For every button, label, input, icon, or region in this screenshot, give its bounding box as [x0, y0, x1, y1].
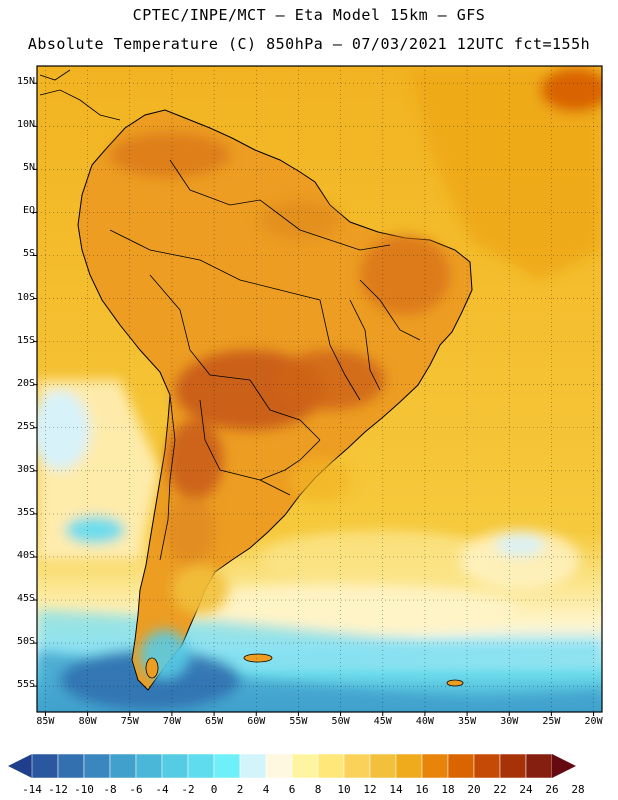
lon-label: 20W — [584, 716, 603, 727]
lat-label: 15N — [16, 76, 35, 88]
lat-label: 55S — [16, 679, 35, 691]
colorbar-label: 16 — [415, 783, 429, 796]
colorbar-swatch — [239, 753, 267, 779]
colorbar-swatch — [161, 753, 189, 779]
lat-label: 5S — [22, 248, 35, 260]
colorbar — [8, 753, 576, 779]
colorbar-swatch — [187, 753, 215, 779]
colorbar-swatch — [447, 753, 475, 779]
header-title: CPTEC/INPE/MCT – Eta Model 15km – GFS — [132, 6, 486, 24]
lon-label: 85W — [36, 716, 55, 727]
colorbar-swatch — [291, 753, 319, 779]
colorbar-swatch — [31, 753, 59, 779]
lat-label: EQ — [22, 205, 35, 217]
lon-label: 45W — [373, 716, 392, 727]
colorbar-swatch — [213, 753, 241, 779]
colorbar-label: 0 — [210, 783, 218, 796]
temperature-field — [37, 66, 602, 712]
lat-label: 5N — [22, 162, 35, 174]
colorbar-swatch — [473, 753, 501, 779]
colorbar-swatch — [265, 753, 293, 779]
colorbar-label: 8 — [314, 783, 322, 796]
lon-label: 70W — [162, 716, 181, 727]
lon-label: 25W — [542, 716, 561, 727]
lat-label: 10S — [16, 291, 35, 303]
header-subtitle: Absolute Temperature (C) 850hPa – 07/03/… — [27, 35, 591, 53]
colorbar-label: -8 — [103, 783, 117, 796]
colorbar-swatch — [421, 753, 449, 779]
colorbar-swatch — [83, 753, 111, 779]
colorbar-label: 12 — [363, 783, 377, 796]
lat-label: 40S — [16, 549, 35, 561]
colorbar-label: -6 — [129, 783, 143, 796]
colorbar-arrow-low — [8, 754, 32, 778]
colorbar-label: 28 — [571, 783, 585, 796]
colorbar-swatch — [369, 753, 397, 779]
colorbar-label: 22 — [493, 783, 507, 796]
lon-label: 30W — [500, 716, 519, 727]
colorbar-arrow-high — [552, 754, 576, 778]
colorbar-label: 14 — [389, 783, 403, 796]
lat-label: 25S — [16, 420, 35, 432]
colorbar-swatch — [525, 753, 553, 779]
colorbar-label: 18 — [441, 783, 455, 796]
lon-label: 80W — [78, 716, 97, 727]
colorbar-swatch — [109, 753, 137, 779]
map-frame — [36, 65, 603, 713]
colorbar-label: -14 — [22, 783, 42, 796]
colorbar-label: -2 — [181, 783, 195, 796]
colorbar-label: 24 — [519, 783, 533, 796]
colorbar-swatch — [317, 753, 345, 779]
lat-label: 50S — [16, 636, 35, 648]
lat-label: 20S — [16, 377, 35, 389]
lon-label: 60W — [247, 716, 266, 727]
colorbar-label: 26 — [545, 783, 559, 796]
lon-label: 65W — [205, 716, 224, 727]
colorbar-label: 4 — [262, 783, 270, 796]
lon-label: 55W — [289, 716, 308, 727]
lon-label: 35W — [458, 716, 477, 727]
colorbar-swatch — [343, 753, 371, 779]
lat-label: 45S — [16, 593, 35, 605]
colorbar-label: -4 — [155, 783, 169, 796]
colorbar-swatch — [135, 753, 163, 779]
lat-label: 10N — [16, 119, 35, 131]
lon-label: 50W — [331, 716, 350, 727]
colorbar-label: -12 — [48, 783, 68, 796]
colorbar-label: 10 — [337, 783, 351, 796]
lat-label: 15S — [16, 334, 35, 346]
colorbar-swatch — [499, 753, 527, 779]
colorbar-swatch — [57, 753, 85, 779]
colorbar-swatch — [395, 753, 423, 779]
colorbar-label: -10 — [74, 783, 94, 796]
lon-label: 75W — [120, 716, 139, 727]
lat-label: 35S — [16, 506, 35, 518]
lat-label: 30S — [16, 463, 35, 475]
lon-label: 40W — [415, 716, 434, 727]
colorbar-label: 20 — [467, 783, 481, 796]
colorbar-label: 2 — [236, 783, 244, 796]
colorbar-label: 6 — [288, 783, 296, 796]
